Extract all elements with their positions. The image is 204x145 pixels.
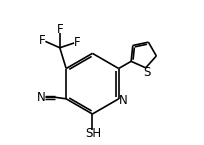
Text: N: N bbox=[119, 94, 128, 107]
Text: S: S bbox=[143, 66, 150, 79]
Text: F: F bbox=[74, 36, 81, 49]
Text: SH: SH bbox=[85, 127, 101, 141]
Text: F: F bbox=[39, 34, 45, 47]
Text: F: F bbox=[57, 23, 63, 36]
Text: N: N bbox=[37, 91, 45, 104]
